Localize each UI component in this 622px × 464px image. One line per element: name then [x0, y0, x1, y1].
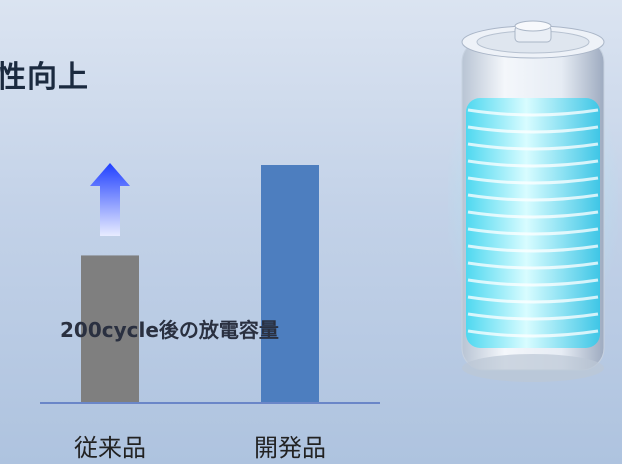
battery-ring [467, 244, 599, 253]
battery-ring [467, 295, 599, 304]
chart-annotation: 200cycle後の放電容量 [60, 318, 279, 342]
battery-ring [467, 210, 599, 219]
glowing-battery-icon [448, 20, 618, 382]
page-title: 性向上 [0, 60, 89, 95]
battery-ring [467, 193, 599, 202]
bar-1 [261, 165, 319, 403]
battery-ring [467, 142, 599, 151]
increase-arrow-icon [90, 163, 130, 236]
battery-ring [467, 227, 599, 236]
x-tick-label-conventional: 従来品 [74, 434, 146, 462]
battery-ring [467, 312, 599, 321]
bar-0 [81, 255, 139, 403]
battery-ring [467, 261, 599, 270]
battery-ring [467, 329, 599, 338]
battery-ring [467, 108, 599, 117]
battery-ring [467, 278, 599, 287]
battery-ring [467, 159, 599, 168]
battery-ring [467, 125, 599, 134]
bar-chart [40, 163, 380, 404]
x-tick-label-developed: 開発品 [254, 434, 326, 462]
battery-ring [467, 176, 599, 185]
